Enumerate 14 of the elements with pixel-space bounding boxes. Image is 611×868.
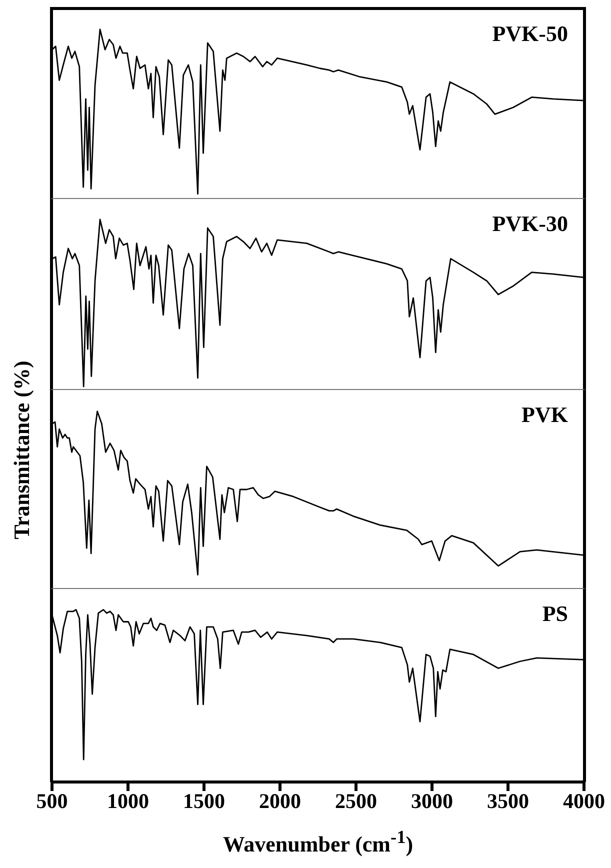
x-tick-label: 1500 [183, 788, 225, 813]
x-tick-label: 3500 [487, 788, 529, 813]
x-axis-title: Wavenumber (cm$^{-1}$) [222, 827, 414, 858]
x-tick-label: 1000 [107, 788, 149, 813]
chart-title: PVK [522, 402, 568, 428]
x-tick-label: 2000 [259, 788, 301, 813]
x-tick-label: 4000 [563, 788, 605, 813]
x-tick-label: 3000 [411, 788, 453, 813]
x-tick-label: 500 [36, 788, 68, 813]
chart-title: PVK-30 [492, 211, 568, 237]
x-tick-label: 2500 [335, 788, 377, 813]
y-axis-title: Transmittance (%) [9, 360, 35, 540]
chart-title: PS [542, 601, 568, 627]
chart-title: PVK-50 [492, 21, 568, 47]
